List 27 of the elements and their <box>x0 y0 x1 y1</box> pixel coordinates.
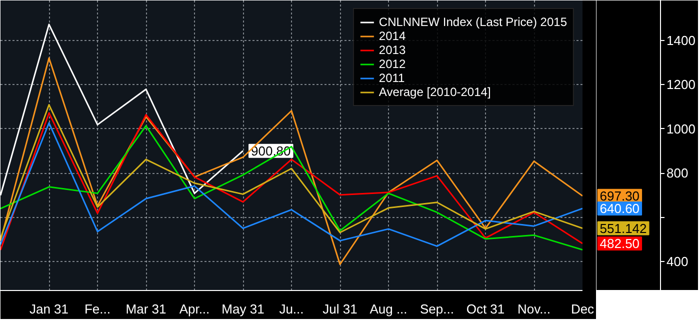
legend-label: 2011 <box>378 71 405 85</box>
data-label: 640.60 <box>600 200 640 216</box>
data-label: 697.30 <box>600 188 640 204</box>
y-tick-label: 1000 <box>666 121 696 136</box>
legend-label: 2013 <box>378 43 406 57</box>
x-tick-label: Oct 31 <box>466 302 505 316</box>
x-tick-label: Jul 31 <box>322 302 358 316</box>
data-label: 551.142 <box>600 220 647 236</box>
x-tick-label: Dec <box>570 302 595 316</box>
legend-label: 2012 <box>378 57 406 71</box>
x-tick-label: Sep... <box>420 302 454 316</box>
x-tick-label: Ju... <box>279 302 304 316</box>
x-tick-label: Jan 31 <box>29 302 69 316</box>
x-tick-label: Apr... <box>179 302 210 316</box>
y-tick-label: 800 <box>666 166 688 181</box>
x-tick-label: Mar 31 <box>126 302 166 316</box>
x-tick-label: May 31 <box>222 302 264 316</box>
legend-label: CNLNNEW Index (Last Price) 2015 <box>378 15 567 29</box>
y-tick-label: 1400 <box>666 32 696 48</box>
data-label: 482.50 <box>600 236 640 251</box>
legend-label: Average [2010-2014] <box>378 85 491 99</box>
y-tick-label: 400 <box>666 254 688 270</box>
y-tick-label: 1200 <box>666 77 696 92</box>
x-tick-label: Nov... <box>518 302 551 316</box>
x-tick-label: Aug ... <box>370 302 408 316</box>
legend-label: 2014 <box>378 29 406 43</box>
x-tick-label: Fe... <box>84 302 111 316</box>
